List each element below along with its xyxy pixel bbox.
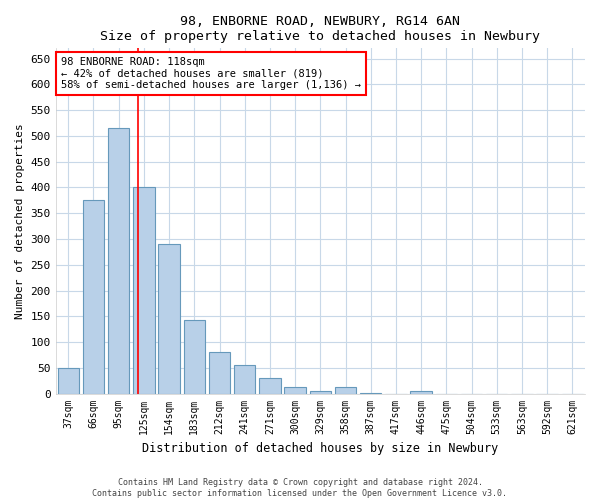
Bar <box>284 388 306 394</box>
Bar <box>209 352 230 394</box>
Bar <box>158 244 180 394</box>
Bar <box>310 391 331 394</box>
Bar <box>259 378 281 394</box>
Text: 98 ENBORNE ROAD: 118sqm
← 42% of detached houses are smaller (819)
58% of semi-d: 98 ENBORNE ROAD: 118sqm ← 42% of detache… <box>61 57 361 90</box>
Bar <box>234 365 256 394</box>
Bar <box>335 388 356 394</box>
Bar <box>83 200 104 394</box>
X-axis label: Distribution of detached houses by size in Newbury: Distribution of detached houses by size … <box>142 442 499 455</box>
Bar <box>58 368 79 394</box>
Y-axis label: Number of detached properties: Number of detached properties <box>15 123 25 319</box>
Bar <box>184 320 205 394</box>
Bar <box>410 391 432 394</box>
Bar <box>360 392 382 394</box>
Text: Contains HM Land Registry data © Crown copyright and database right 2024.
Contai: Contains HM Land Registry data © Crown c… <box>92 478 508 498</box>
Bar <box>133 188 155 394</box>
Bar <box>108 128 130 394</box>
Title: 98, ENBORNE ROAD, NEWBURY, RG14 6AN
Size of property relative to detached houses: 98, ENBORNE ROAD, NEWBURY, RG14 6AN Size… <box>100 15 541 43</box>
